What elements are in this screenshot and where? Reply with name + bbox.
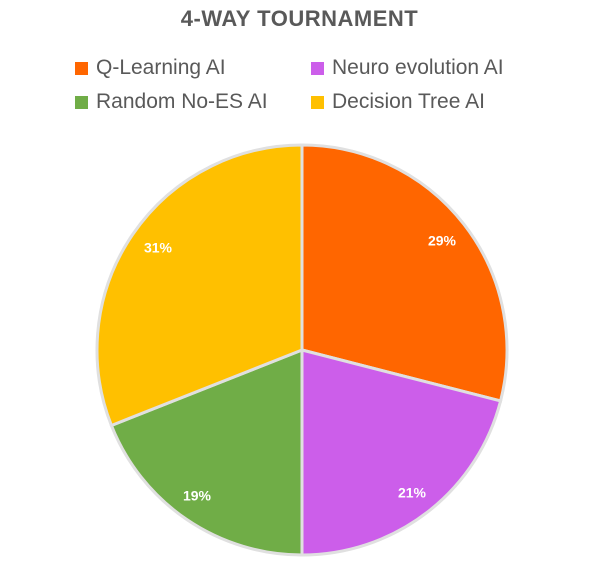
legend-label-random-no-es: Random No-ES AI (96, 90, 268, 113)
data-label-decision-tree: 31% (144, 240, 173, 256)
legend-swatch-random-no-es (75, 95, 88, 109)
legend-label-q-learning: Q-Learning AI (96, 56, 226, 79)
legend-entry-q-learning: Q-Learning AI (75, 56, 311, 80)
legend-swatch-neuro-evolution (311, 61, 324, 75)
pie-slice-decision-tree (95, 143, 304, 428)
legend-entry-decision-tree: Decision Tree AI (311, 90, 541, 114)
legend-entry-random-no-es: Random No-ES AI (75, 90, 311, 114)
legend-swatch-q-learning (75, 61, 88, 75)
data-label-random-no-es: 19% (183, 488, 212, 504)
pie-slice-q-learning (300, 143, 509, 403)
data-label-q-learning: 29% (428, 233, 457, 249)
legend-label-decision-tree: Decision Tree AI (332, 90, 485, 113)
legend-swatch-decision-tree (311, 95, 324, 109)
chart-title: 4-WAY TOURNAMENT (180, 6, 419, 31)
pie-slice-neuro-evolution (300, 348, 503, 557)
pie-slice-random-no-es (109, 347, 304, 557)
legend-entry-neuro-evolution: Neuro evolution AI (311, 56, 541, 80)
data-label-neuro-evolution: 21% (398, 485, 427, 501)
legend: Q-Learning AI Neuro evolution AI Random … (75, 56, 575, 114)
legend-label-neuro-evolution: Neuro evolution AI (332, 56, 504, 79)
